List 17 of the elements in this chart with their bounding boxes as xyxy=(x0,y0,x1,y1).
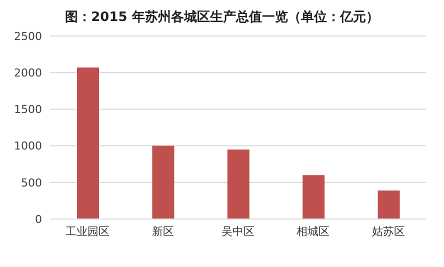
bar xyxy=(152,146,174,219)
x-tick-label: 新区 xyxy=(152,224,174,238)
y-tick-label: 500 xyxy=(21,176,42,190)
bar xyxy=(227,149,250,219)
bar xyxy=(77,67,99,219)
y-tick-label: 1000 xyxy=(14,140,42,153)
y-tick-label: 2500 xyxy=(14,30,42,43)
chart-title: 图：2015 年苏州各城区生产总值一览（单位：亿元） xyxy=(64,8,380,27)
bar xyxy=(378,190,400,219)
y-tick-label: 0 xyxy=(35,212,42,226)
x-tick-label: 工业园区 xyxy=(66,224,110,238)
x-tick-label: 相城区 xyxy=(296,224,330,238)
x-tick-label: 姑苏区 xyxy=(372,224,405,238)
y-tick-label: 2000 xyxy=(14,66,42,80)
x-tick-label: 吴中区 xyxy=(222,224,254,238)
bar xyxy=(302,175,325,219)
y-tick-label: 1500 xyxy=(14,103,42,116)
